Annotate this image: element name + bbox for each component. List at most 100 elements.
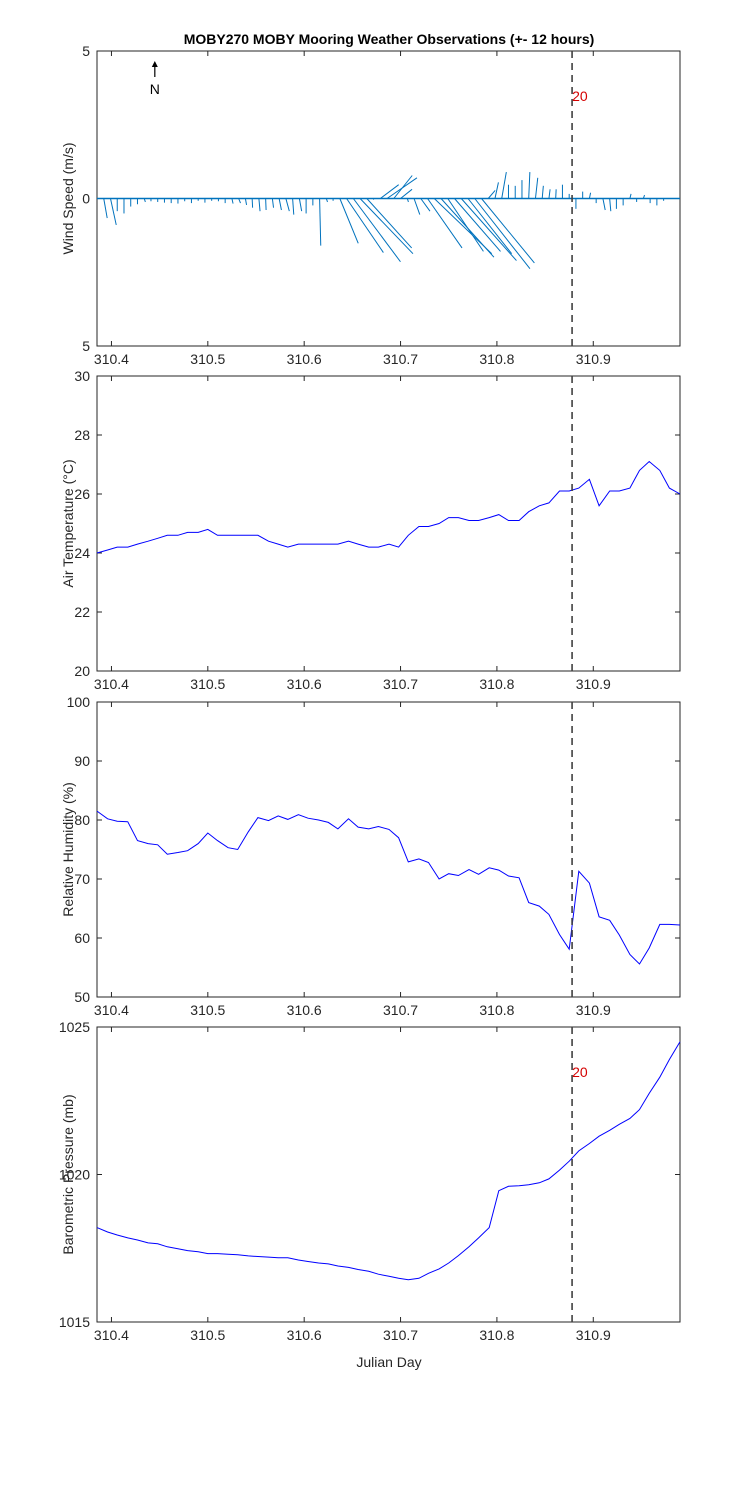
y-tick-label: 24 [74,545,90,561]
x-tick-label: 310.6 [287,1327,322,1343]
y-axis-label: Relative Humidity (%) [60,782,76,917]
x-tick-label: 310.4 [94,676,129,692]
wind-vector [541,185,544,199]
y-tick-label: 80 [74,812,90,828]
x-tick-label: 310.9 [576,351,611,367]
air-temperature-panel: 20 22 24 26 28 30 310.4 310.5 310.6 310.7 310.8 310… [60,368,681,692]
relative-humidity-panel: 50 60 70 80 90 100 310.4 310.5 310.6 310.7 310.8 31… [60,694,681,1018]
x-tick-label: 310.9 [576,1002,611,1018]
wind-vector [413,198,421,215]
x-tick-label: 310.5 [190,1002,225,1018]
wind-vector [359,198,414,255]
wind-vector [346,198,384,253]
wind-vector [278,198,282,211]
wind-vector [487,190,496,199]
north-label: N [150,81,160,97]
wind-vector [447,198,484,252]
x-tick-label: 310.5 [190,351,225,367]
y-tick-label: 60 [74,930,90,946]
wind-vector [528,172,531,199]
x-tick-label: 310.8 [479,351,514,367]
wind-vector [467,198,513,255]
x-axis-label: Julian Day [356,1354,421,1370]
data-series-line [96,1041,681,1281]
x-tick-label: 310.6 [287,1002,322,1018]
data-series-line [96,810,681,965]
x-tick-label: 310.8 [479,1327,514,1343]
wind-vector [352,198,401,263]
wind-vector [629,193,632,199]
axes-box [96,1026,681,1323]
y-tick-label: 26 [74,486,90,502]
x-tick-label: 310.9 [576,1327,611,1343]
wind-vector [325,198,328,203]
x-tick-label: 310.7 [383,676,418,692]
wind-vector [548,189,551,199]
y-tick-label: 100 [67,694,91,710]
y-axis-label: Barometric Pressure (mb) [60,1094,76,1254]
y-tick-label: 30 [74,368,90,384]
x-tick-label: 310.8 [479,676,514,692]
time-marker-label: 20 [572,88,588,104]
y-tick-label: 0 [82,191,90,207]
wind-vector [400,188,413,199]
wind-vector [380,184,400,199]
y-axis-label: Air Temperature (°C) [60,459,76,587]
x-tick-label: 310.9 [576,676,611,692]
wind-vector [609,198,612,212]
y-tick-label: 1025 [59,1019,90,1035]
wind-vector [481,198,535,264]
y-tick-label: 28 [74,427,90,443]
x-tick-label: 310.4 [94,351,129,367]
wind-vector [231,198,234,204]
wind-vector [271,198,275,208]
wind-vector [427,198,463,249]
x-tick-label: 310.6 [287,351,322,367]
y-tick-label: 90 [74,753,90,769]
wind-vector [298,198,303,212]
wind-vector [494,182,499,199]
time-marker-label: 20 [572,1064,588,1080]
wind-vector [393,175,413,199]
y-axis-label: Wind Speed (m/s) [60,142,76,254]
wind-vector [103,198,108,219]
y-tick-label: 5 [82,338,90,354]
wind-vector [454,198,501,252]
y-tick-label: 22 [74,604,90,620]
y-tick-label: 50 [74,989,90,1005]
wind-vector [460,198,517,261]
wind-vector [292,198,295,215]
y-tick-label: 1020 [59,1167,90,1183]
x-tick-label: 310.8 [479,1002,514,1018]
y-tick-label: 1015 [59,1314,90,1330]
x-tick-label: 310.5 [190,1327,225,1343]
wind-vector [339,198,359,244]
x-tick-label: 310.7 [383,1002,418,1018]
y-tick-label: 70 [74,871,90,887]
wind-vector [258,198,261,212]
wind-vector [285,198,290,212]
x-tick-label: 310.7 [383,351,418,367]
x-tick-label: 310.7 [383,1327,418,1343]
wind-vector [420,198,431,212]
wind-vector [244,198,248,206]
y-tick-label: 5 [82,43,90,59]
x-tick-label: 310.6 [287,676,322,692]
wind-vector [602,198,606,211]
wind-vector [501,171,507,199]
y-tick-label: 20 [74,663,90,679]
wind-vector [642,194,646,199]
wind-vector [238,198,241,204]
wind-vector [534,177,539,199]
data-series-line [96,460,681,554]
wind-vector [366,198,413,249]
x-tick-label: 310.5 [190,676,225,692]
wind-vector [474,198,531,269]
axes-box [96,701,681,998]
figure-title: MOBY270 MOBY Mooring Weather Observation… [184,31,595,47]
wind-vector [143,198,146,203]
axes-box [96,375,681,672]
wind-vector [110,198,117,226]
